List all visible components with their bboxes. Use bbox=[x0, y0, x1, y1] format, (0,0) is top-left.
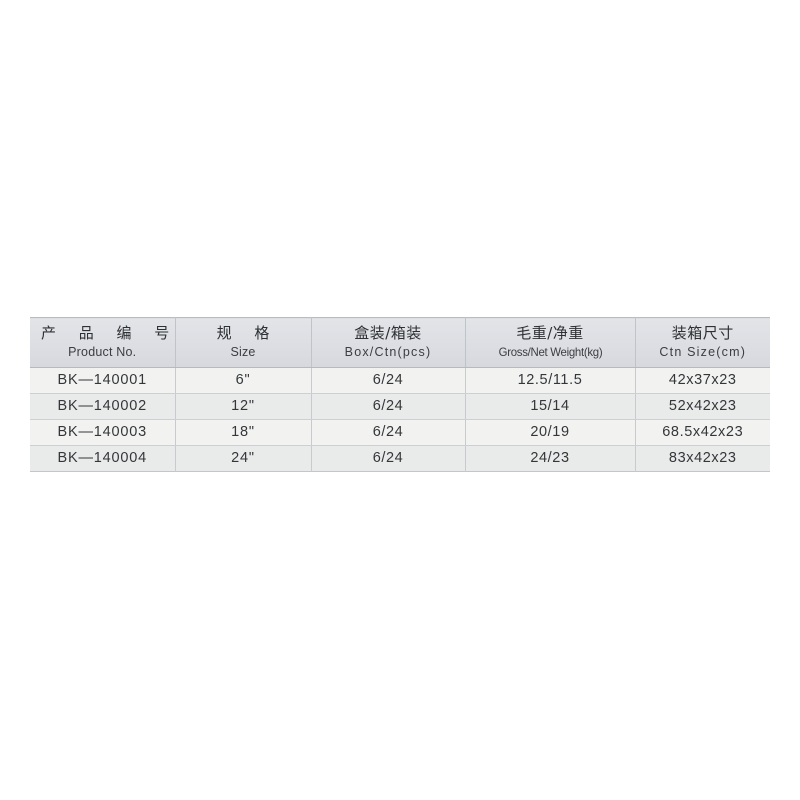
column-header-size-en: Size bbox=[230, 345, 256, 360]
cell-size: 12" bbox=[175, 393, 312, 420]
column-header-ctn-size: 装箱尺寸 Ctn Size(cm) bbox=[635, 317, 770, 368]
cell-gross-net-weight: 20/19 bbox=[465, 419, 636, 446]
table-row: BK—140004 24" 6/24 24/23 83x42x23 bbox=[30, 445, 770, 472]
product-specification-table: 产 品 编 号 Product No. 规 格 Size 盒装/箱装 Box/C… bbox=[30, 317, 770, 472]
column-header-ctn-size-cn: 装箱尺寸 bbox=[671, 324, 734, 342]
cell-size: 24" bbox=[175, 445, 312, 472]
cell-product-no: BK—140004 bbox=[30, 445, 176, 472]
cell-ctn-size: 52x42x23 bbox=[635, 393, 770, 420]
cell-gross-net-weight: 12.5/11.5 bbox=[465, 367, 636, 394]
cell-product-no: BK—140001 bbox=[30, 367, 176, 394]
specification-table-container: 产 品 编 号 Product No. 规 格 Size 盒装/箱装 Box/C… bbox=[30, 317, 770, 472]
cell-ctn-size: 83x42x23 bbox=[635, 445, 770, 472]
column-header-gross-net-weight-cn: 毛重/净重 bbox=[516, 324, 584, 343]
column-header-product-no: 产 品 编 号 Product No. bbox=[30, 317, 179, 368]
table-body: BK—140001 6" 6/24 12.5/11.5 42x37x23 BK—… bbox=[30, 367, 770, 472]
table-row: BK—140002 12" 6/24 15/14 52x42x23 bbox=[30, 393, 770, 420]
table-header-row: 产 品 编 号 Product No. 规 格 Size 盒装/箱装 Box/C… bbox=[30, 317, 770, 368]
cell-size: 18" bbox=[175, 419, 312, 446]
column-header-box-ctn-cn: 盒装/箱装 bbox=[354, 324, 422, 342]
cell-gross-net-weight: 15/14 bbox=[465, 393, 636, 420]
table-header: 产 品 编 号 Product No. 规 格 Size 盒装/箱装 Box/C… bbox=[30, 317, 770, 368]
cell-size: 6" bbox=[175, 367, 312, 394]
column-header-product-no-en: Product No. bbox=[68, 345, 137, 360]
cell-box-ctn: 6/24 bbox=[311, 445, 466, 472]
cell-product-no: BK—140003 bbox=[30, 419, 176, 446]
column-header-product-no-cn: 产 品 编 号 bbox=[41, 324, 179, 342]
table-row: BK—140003 18" 6/24 20/19 68.5x42x23 bbox=[30, 419, 770, 446]
cell-box-ctn: 6/24 bbox=[311, 393, 466, 420]
cell-ctn-size: 68.5x42x23 bbox=[635, 419, 770, 446]
cell-box-ctn: 6/24 bbox=[311, 367, 466, 394]
column-header-box-ctn-en: Box/Ctn(pcs) bbox=[344, 345, 432, 360]
column-header-size: 规 格 Size bbox=[175, 317, 312, 368]
cell-ctn-size: 42x37x23 bbox=[635, 367, 770, 394]
cell-gross-net-weight: 24/23 bbox=[465, 445, 636, 472]
column-header-size-cn: 规 格 bbox=[216, 324, 279, 342]
column-header-box-ctn: 盒装/箱装 Box/Ctn(pcs) bbox=[311, 317, 466, 368]
column-header-gross-net-weight-en: Gross/Net Weight(kg) bbox=[498, 344, 602, 359]
column-header-ctn-size-en: Ctn Size(cm) bbox=[659, 345, 747, 360]
table-row: BK—140001 6" 6/24 12.5/11.5 42x37x23 bbox=[30, 367, 770, 394]
column-header-gross-net-weight: 毛重/净重 Gross/Net Weight(kg) bbox=[465, 317, 636, 368]
cell-box-ctn: 6/24 bbox=[311, 419, 466, 446]
cell-product-no: BK—140002 bbox=[30, 393, 176, 420]
